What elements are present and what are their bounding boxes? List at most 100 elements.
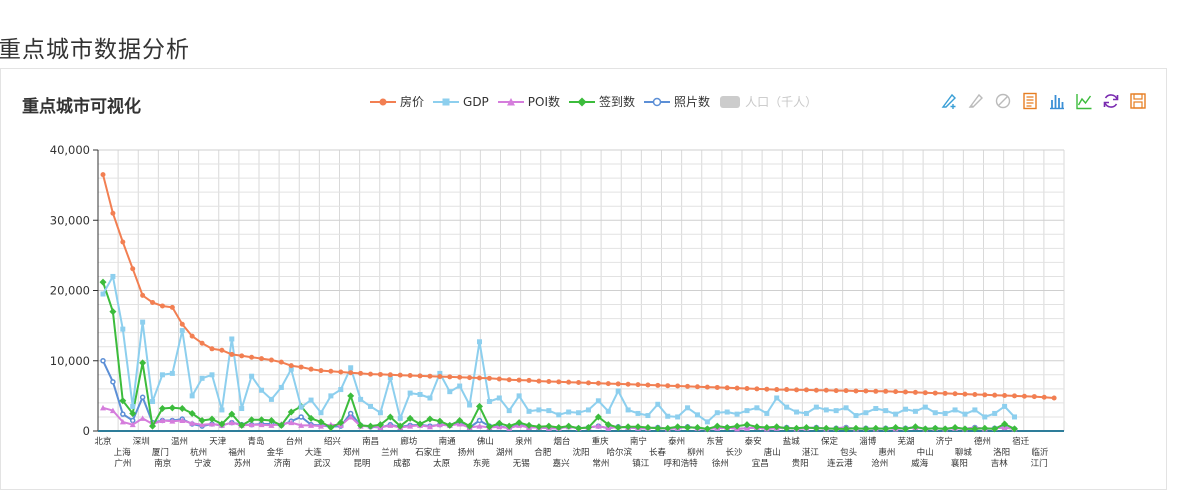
data-point[interactable] — [675, 414, 681, 420]
data-point[interactable] — [992, 392, 998, 398]
data-point[interactable] — [248, 416, 256, 424]
data-point[interactable] — [407, 423, 414, 429]
data-point[interactable] — [872, 424, 880, 432]
data-point[interactable] — [417, 373, 423, 379]
data-point[interactable] — [109, 407, 116, 414]
data-point[interactable] — [863, 388, 869, 394]
data-point[interactable] — [427, 373, 433, 379]
data-point[interactable] — [665, 413, 671, 419]
data-point[interactable] — [348, 370, 354, 376]
data-point[interactable] — [704, 419, 710, 425]
data-point[interactable] — [684, 423, 692, 431]
data-point[interactable] — [249, 354, 255, 360]
data-point[interactable] — [952, 407, 958, 413]
data-point[interactable] — [129, 409, 137, 417]
data-point[interactable] — [268, 357, 274, 363]
data-point[interactable] — [625, 381, 631, 387]
data-point[interactable] — [594, 413, 602, 421]
data-point[interactable] — [764, 386, 770, 392]
data-point[interactable] — [367, 422, 375, 430]
data-point[interactable] — [506, 408, 512, 414]
data-point[interactable] — [645, 382, 651, 388]
data-point[interactable] — [338, 387, 344, 393]
data-point[interactable] — [556, 412, 562, 418]
data-point[interactable] — [396, 422, 404, 430]
data-point[interactable] — [189, 393, 195, 399]
data-point[interactable] — [110, 379, 116, 385]
data-point[interactable] — [842, 425, 850, 433]
data-point[interactable] — [992, 410, 998, 416]
data-point[interactable] — [655, 382, 661, 388]
data-point[interactable] — [268, 422, 275, 428]
data-point[interactable] — [972, 407, 978, 413]
data-point[interactable] — [387, 375, 393, 381]
data-point[interactable] — [198, 416, 206, 424]
data-point[interactable] — [516, 393, 522, 399]
data-point[interactable] — [100, 404, 106, 411]
data-point[interactable] — [893, 389, 899, 395]
data-point[interactable] — [951, 423, 959, 431]
data-point[interactable] — [159, 372, 165, 378]
data-point[interactable] — [605, 408, 611, 414]
legend-item-5[interactable]: 人口（千人） — [719, 93, 817, 110]
data-point[interactable] — [665, 383, 671, 389]
data-point[interactable] — [1011, 425, 1019, 433]
data-point[interactable] — [386, 413, 394, 421]
data-point[interactable] — [793, 424, 801, 432]
data-point[interactable] — [911, 423, 919, 431]
data-point[interactable] — [1001, 420, 1009, 428]
data-point[interactable] — [664, 424, 672, 432]
data-point[interactable] — [228, 410, 236, 418]
data-point[interactable] — [873, 388, 879, 394]
data-point[interactable] — [595, 423, 602, 429]
data-point[interactable] — [535, 423, 543, 431]
data-point[interactable] — [693, 423, 701, 431]
data-point[interactable] — [169, 418, 176, 424]
data-point[interactable] — [536, 378, 542, 384]
data-point[interactable] — [140, 319, 146, 325]
data-point[interactable] — [259, 387, 265, 393]
data-point[interactable] — [199, 375, 205, 381]
data-point[interactable] — [823, 387, 829, 393]
data-point[interactable] — [595, 380, 601, 386]
data-point[interactable] — [99, 278, 107, 286]
data-point[interactable] — [773, 423, 781, 431]
data-point[interactable] — [277, 421, 285, 429]
data-point[interactable] — [763, 423, 771, 431]
data-point[interactable] — [882, 425, 890, 433]
data-point[interactable] — [744, 408, 750, 414]
data-point[interactable] — [863, 410, 869, 416]
clear-icon[interactable] — [994, 92, 1012, 110]
data-point[interactable] — [467, 402, 473, 408]
data-point[interactable] — [456, 416, 464, 424]
data-point[interactable] — [189, 333, 195, 339]
data-point[interactable] — [466, 422, 474, 430]
data-point[interactable] — [140, 292, 146, 298]
data-point[interactable] — [407, 390, 413, 396]
data-point[interactable] — [645, 413, 651, 419]
data-point[interactable] — [803, 410, 809, 416]
data-point[interactable] — [566, 409, 572, 415]
legend-item-1[interactable]: GDP — [433, 95, 489, 109]
data-point[interactable] — [525, 421, 533, 429]
data-point[interactable] — [922, 404, 928, 410]
data-point[interactable] — [912, 408, 918, 414]
data-point[interactable] — [110, 210, 116, 216]
data-point[interactable] — [1041, 394, 1047, 400]
data-point[interactable] — [475, 402, 483, 410]
data-point[interactable] — [883, 408, 889, 414]
data-point[interactable] — [119, 418, 126, 425]
data-point[interactable] — [239, 406, 245, 412]
data-point[interactable] — [219, 407, 225, 413]
data-point[interactable] — [1012, 393, 1018, 399]
data-point[interactable] — [892, 423, 900, 431]
data-point[interactable] — [368, 371, 374, 377]
data-point[interactable] — [903, 406, 909, 412]
data-point[interactable] — [199, 421, 206, 428]
data-point[interactable] — [734, 385, 740, 391]
data-point[interactable] — [675, 383, 681, 389]
data-point[interactable] — [397, 415, 403, 421]
data-point[interactable] — [426, 415, 434, 423]
data-point[interactable] — [654, 424, 662, 432]
data-point[interactable] — [803, 387, 809, 393]
